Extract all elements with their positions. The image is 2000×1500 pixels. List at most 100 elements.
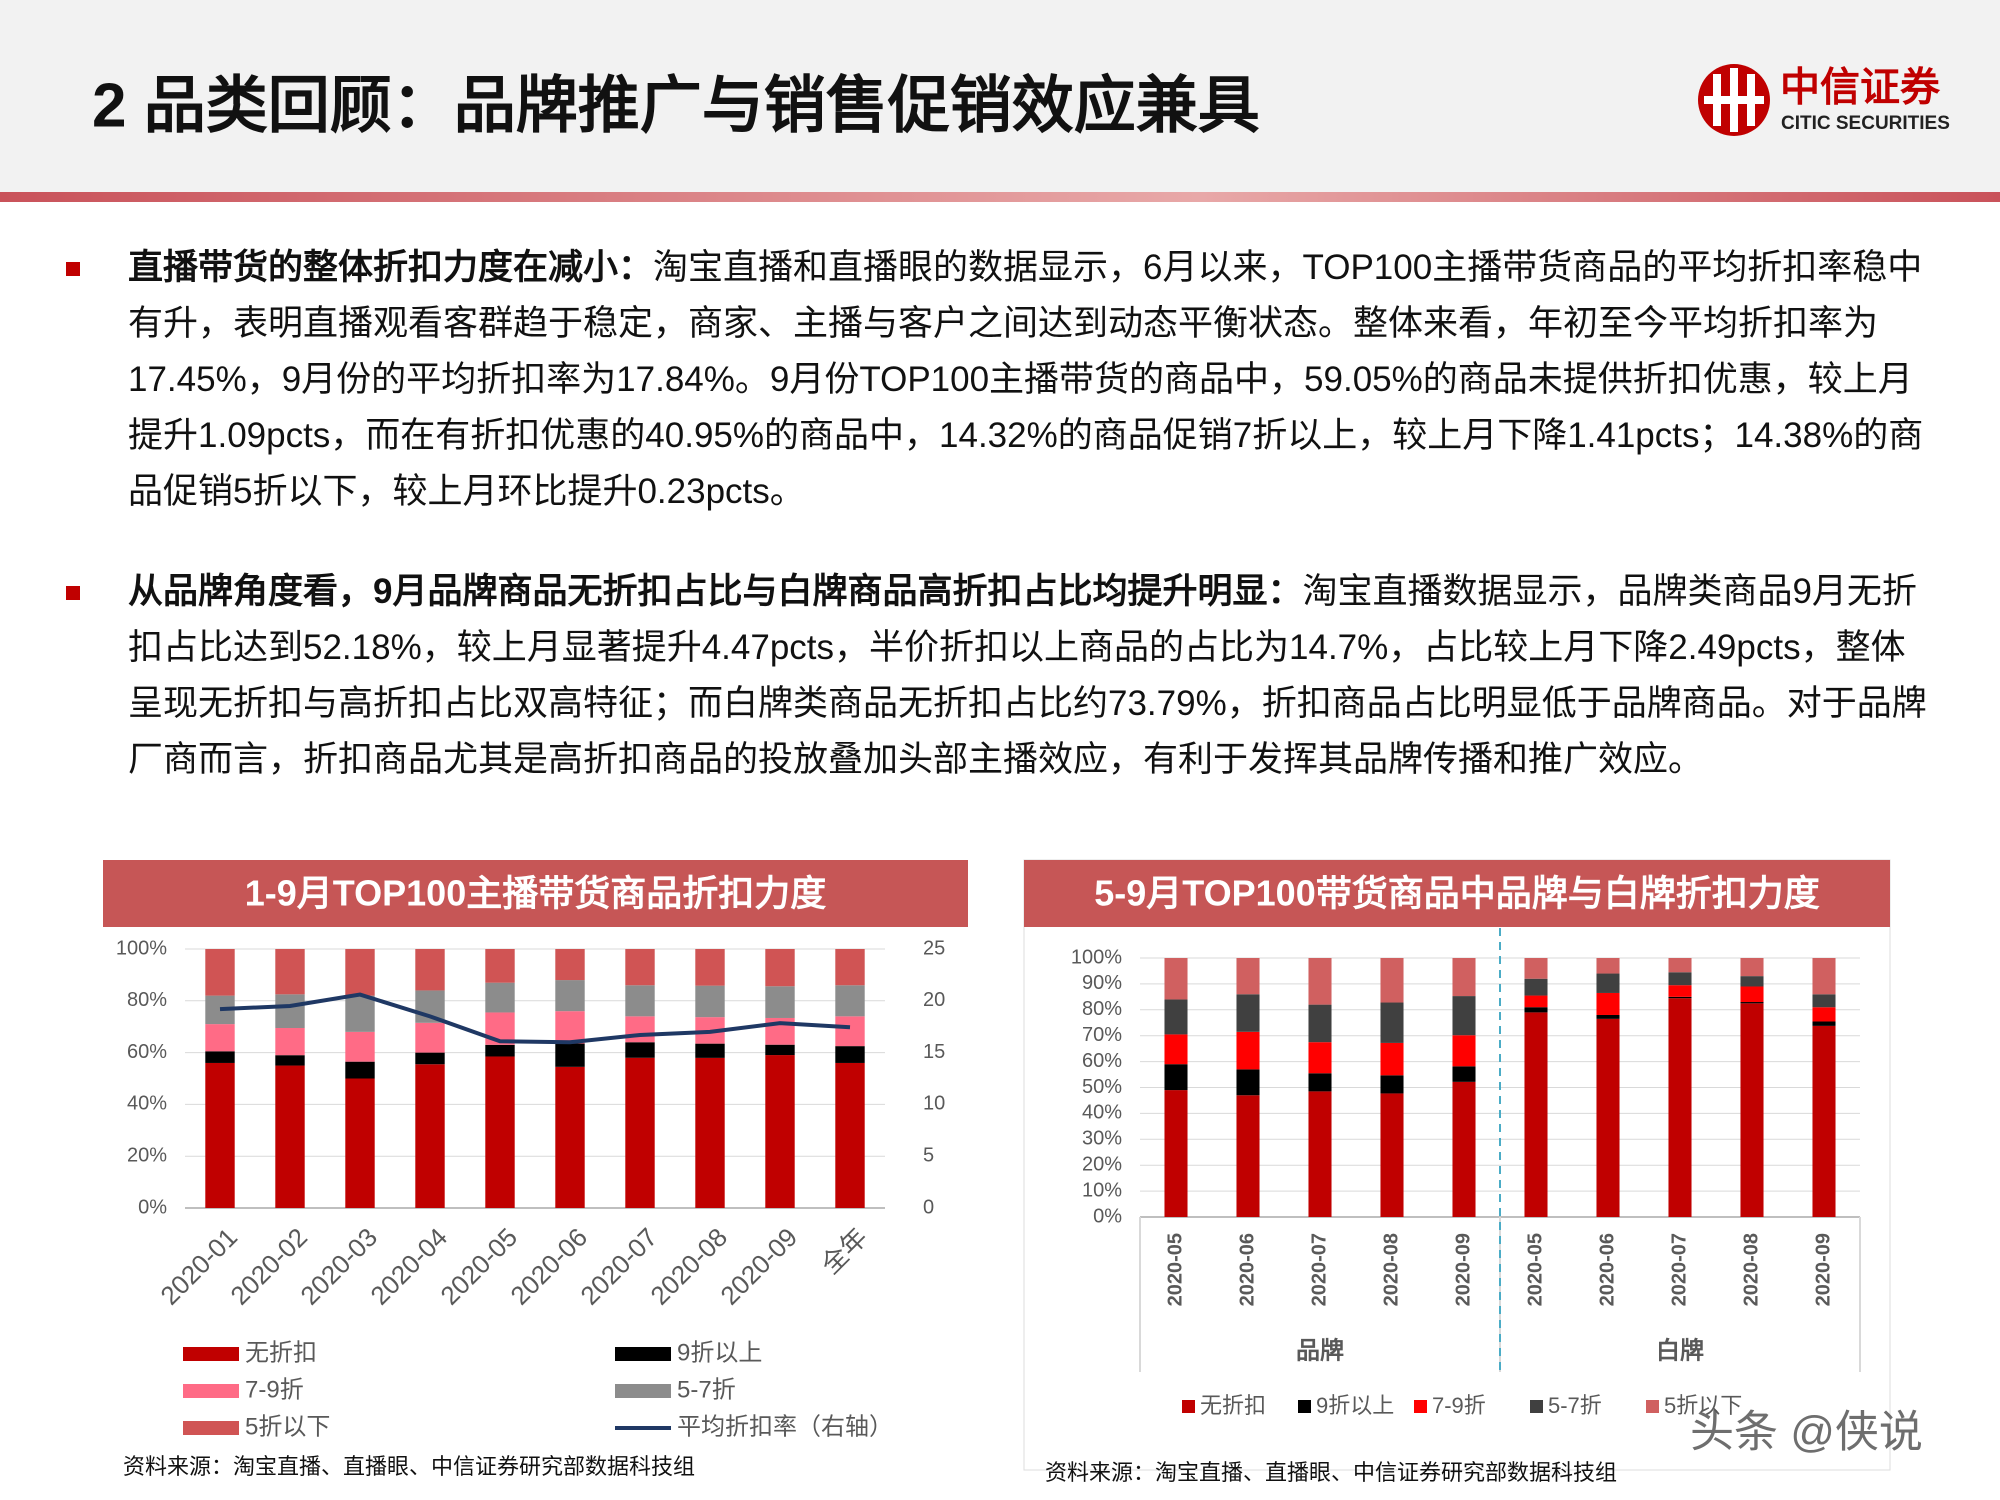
legend-label: 平均折扣率（右轴） xyxy=(677,1413,893,1440)
legend-swatch xyxy=(615,1384,671,1398)
bar-segment xyxy=(765,949,795,987)
legend-label: 5-7折 xyxy=(677,1376,736,1403)
bar-segment xyxy=(625,985,655,1017)
legend-label: 无折扣 xyxy=(1200,1393,1266,1418)
legend-label: 5折以下 xyxy=(1664,1393,1742,1418)
group-label: 品牌 xyxy=(1296,1336,1344,1364)
y2-tick-label: 5 xyxy=(923,1144,934,1166)
bar-segment xyxy=(1812,958,1836,995)
bar-segment xyxy=(1236,1069,1260,1096)
bar-segment xyxy=(1596,973,1620,993)
y-tick-label: 70% xyxy=(1082,1024,1122,1046)
bar-segment xyxy=(415,1064,445,1208)
bar-segment xyxy=(1380,1093,1404,1217)
y-tick-label: 80% xyxy=(127,989,167,1011)
bar-segment xyxy=(765,986,795,1018)
bar-segment xyxy=(1668,996,1692,999)
watermark: 头条 @侠说 xyxy=(1690,1408,1923,1457)
y-tick-label: 100% xyxy=(116,937,167,959)
bar-segment xyxy=(1668,958,1692,973)
bar-segment xyxy=(1596,1018,1620,1217)
bar-segment xyxy=(205,1024,235,1052)
bar-segment xyxy=(1380,1042,1404,1076)
bar-segment xyxy=(275,1055,305,1066)
logo-cn: 中信证券 xyxy=(1780,66,1941,110)
bar-segment xyxy=(1236,1095,1260,1217)
x-tick-label: 2020-07 xyxy=(1308,1233,1330,1306)
y-tick-label: 100% xyxy=(1071,946,1122,968)
chart-source: 资料来源：淘宝直播、直播眼、中信证券研究部数据科技组 xyxy=(123,1454,695,1479)
bar-segment xyxy=(415,1052,445,1065)
y2-tick-label: 20 xyxy=(923,989,945,1011)
bar-segment xyxy=(1164,1064,1188,1091)
legend-swatch xyxy=(1182,1400,1195,1413)
y2-tick-label: 15 xyxy=(923,1041,945,1063)
legend-label: 5-7折 xyxy=(1548,1393,1602,1418)
x-tick-label: 2020-08 xyxy=(1740,1233,1762,1306)
bar-segment xyxy=(1740,1002,1764,1004)
y-tick-label: 30% xyxy=(1082,1128,1122,1150)
bullet: 直播带货的整体折扣力度在减小：淘宝直播和直播眼的数据显示，6月以来，TOP100… xyxy=(128,240,1928,520)
bar-segment xyxy=(1380,1002,1404,1043)
chart-title: 1-9月TOP100主播带货商品折扣力度 xyxy=(245,873,826,914)
bullet-text: 淘宝直播和直播眼的数据显示，6月以来，TOP100主播带货商品的平均折扣率稳中有… xyxy=(128,248,1924,511)
y-tick-label: 10% xyxy=(1082,1179,1122,1201)
bar-segment xyxy=(835,1062,865,1208)
y-tick-label: 20% xyxy=(127,1144,167,1166)
bar-segment xyxy=(485,1044,515,1057)
bar-segment xyxy=(695,1043,725,1058)
bar-segment xyxy=(1452,1035,1476,1067)
bar-segment xyxy=(1452,958,1476,997)
bullet-text: 淘宝直播数据显示，品牌类商品9月无折扣占比达到52.18%，较上月显著提升4.4… xyxy=(128,572,1927,779)
x-tick-label: 2020-09 xyxy=(1452,1233,1474,1306)
legend-swatch xyxy=(183,1384,239,1398)
legend-swatch xyxy=(615,1347,671,1361)
bar-segment xyxy=(1308,1073,1332,1092)
bar-segment xyxy=(1740,986,1764,1003)
bar-segment xyxy=(1308,1042,1332,1074)
bar-segment xyxy=(555,1043,585,1067)
bar-segment xyxy=(1596,992,1620,1015)
x-tick-label: 2020-07 xyxy=(1668,1233,1690,1306)
chart-title: 5-9月TOP100带货商品中品牌与白牌折扣力度 xyxy=(1094,873,1819,914)
bar-segment xyxy=(835,1016,865,1047)
bullet-lead: 直播带货的整体折扣力度在减小： xyxy=(128,248,654,287)
bullet: 从品牌角度看，9月品牌商品无折扣占比与白牌商品高折扣占比均提升明显：淘宝直播数据… xyxy=(128,564,1928,788)
bar-segment xyxy=(1308,1091,1332,1217)
y-tick-label: 40% xyxy=(1082,1102,1122,1124)
group-label: 白牌 xyxy=(1656,1336,1704,1364)
bar-segment xyxy=(485,982,515,1013)
bar-segment xyxy=(1164,1034,1188,1065)
legend-swatch xyxy=(1530,1400,1543,1413)
bar-segment xyxy=(1452,1066,1476,1082)
bar-segment xyxy=(1524,995,1548,1008)
bar-segment xyxy=(415,949,445,991)
bar-segment xyxy=(1668,985,1692,997)
bar-segment xyxy=(275,1027,305,1056)
bar-segment xyxy=(625,1016,655,1043)
bar-segment xyxy=(1380,1075,1404,1094)
bar-segment xyxy=(625,949,655,986)
y2-tick-label: 10 xyxy=(923,1093,945,1115)
bar-segment xyxy=(1452,1081,1476,1217)
bar-segment xyxy=(1164,1090,1188,1217)
bar-segment xyxy=(1308,958,1332,1005)
legend-label: 无折扣 xyxy=(245,1339,317,1366)
bar-segment xyxy=(695,1057,725,1208)
x-tick-label: 2020-05 xyxy=(1164,1233,1186,1306)
bar-segment xyxy=(1236,994,1260,1032)
bullet-marker xyxy=(66,586,80,600)
bar-segment xyxy=(1812,1007,1836,1022)
bar-segment xyxy=(1308,1004,1332,1043)
logo xyxy=(1698,64,1770,136)
legend-label: 5折以下 xyxy=(245,1413,330,1440)
legend-label: 7-9折 xyxy=(1432,1393,1486,1418)
y2-tick-label: 0 xyxy=(923,1196,934,1218)
y-tick-label: 80% xyxy=(1082,998,1122,1020)
bar-segment xyxy=(345,1061,375,1079)
bar-segment xyxy=(695,985,725,1018)
bar-segment xyxy=(1596,1014,1620,1019)
bar-segment xyxy=(1668,998,1692,1217)
bar-segment xyxy=(765,1055,795,1208)
bar-segment xyxy=(835,949,865,986)
